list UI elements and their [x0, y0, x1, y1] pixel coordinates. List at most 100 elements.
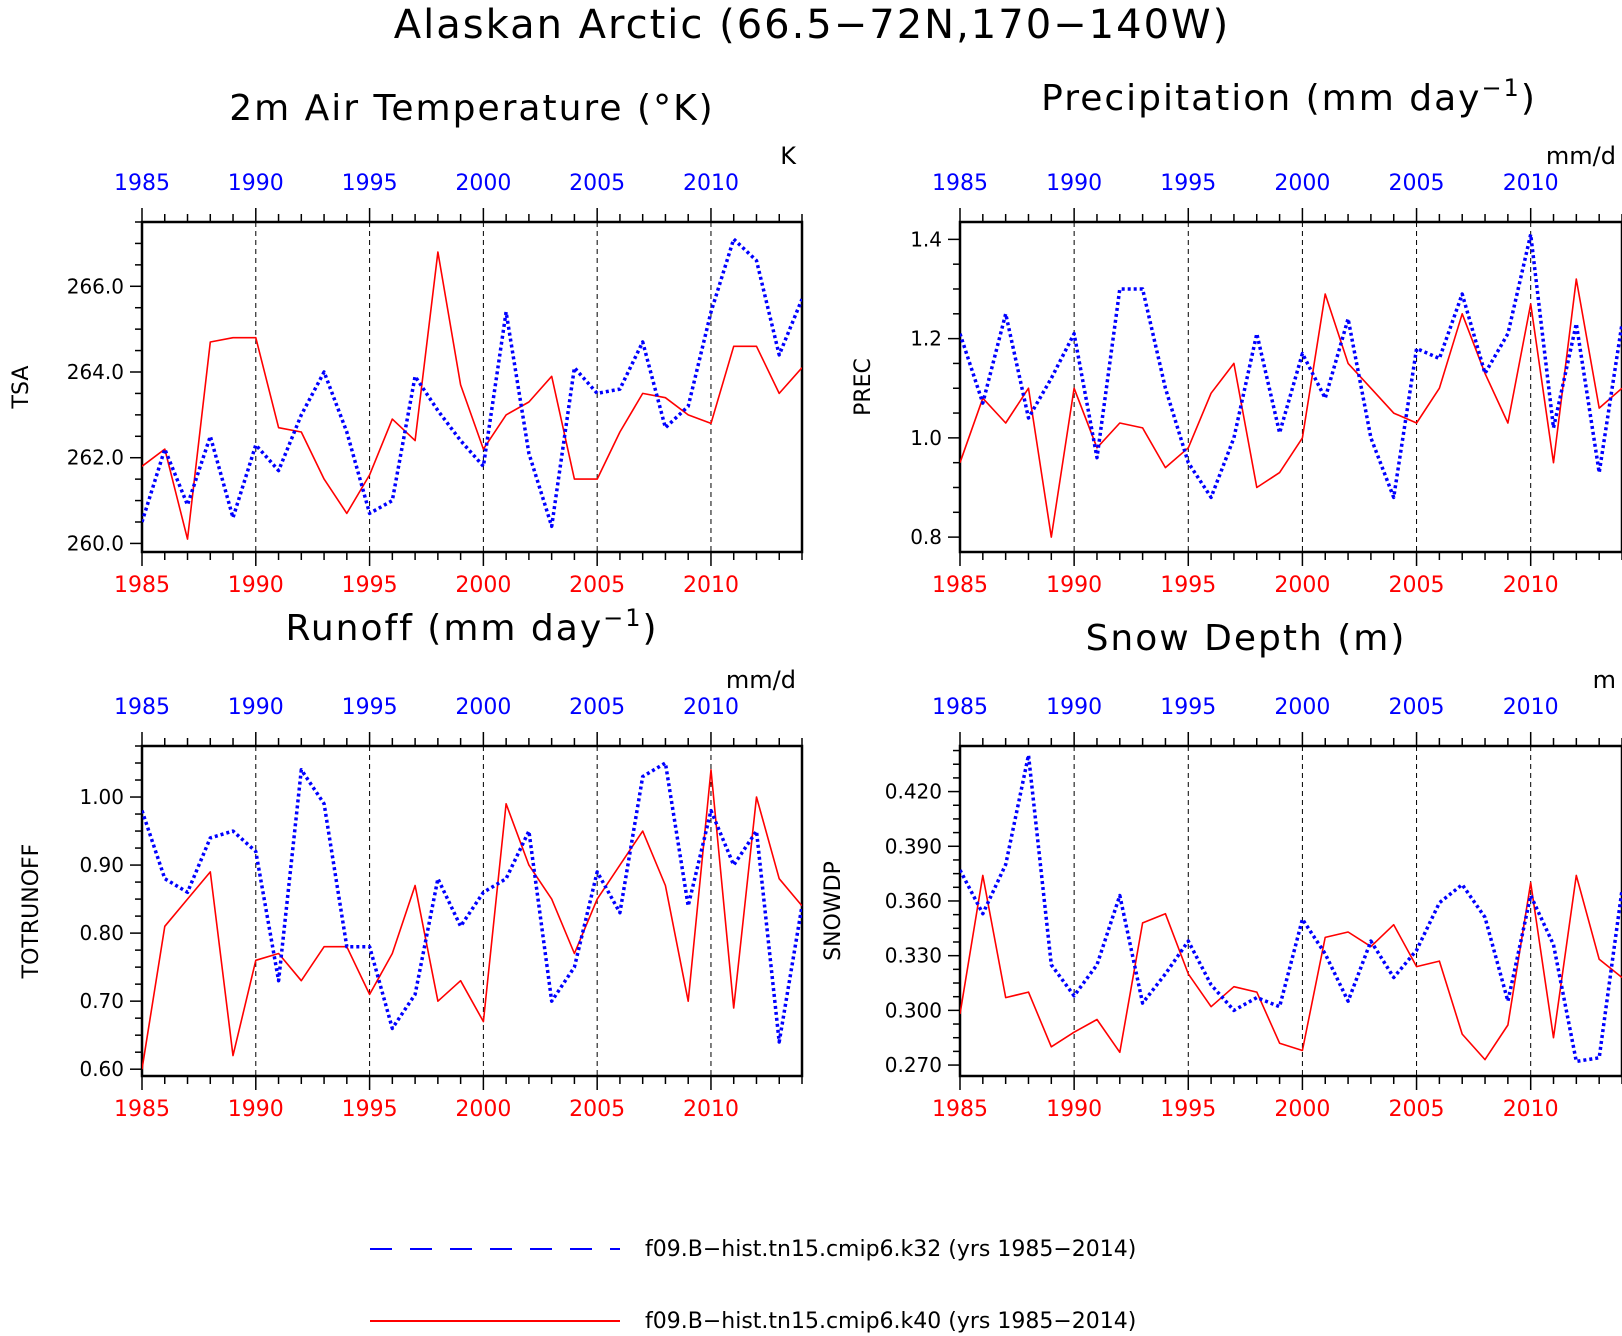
x-tick-label-top: 1985 [932, 171, 988, 196]
x-tick-label-bottom: 1995 [342, 1097, 398, 1122]
x-tick-label-bottom: 1995 [342, 573, 398, 598]
x-tick-label-bottom: 2000 [1274, 1097, 1330, 1122]
x-tick-label-bottom: 2005 [569, 573, 625, 598]
y-tick-label: 0.60 [79, 1057, 124, 1081]
x-tick-label-top: 2000 [1274, 695, 1330, 720]
y-axis-label-totrunoff: TOTRUNOFF [19, 844, 44, 980]
plot-frame-tsa [140, 220, 804, 554]
x-tick-label-bottom: 2005 [1389, 573, 1445, 598]
x-tick-label-bottom: 2010 [1503, 573, 1559, 598]
panel-title-snowdp: Snow Depth (m) [1086, 618, 1407, 659]
series-line-k32 [960, 753, 1622, 1064]
x-tick-label-bottom: 1985 [932, 1097, 988, 1122]
unit-label-snowdp: m [1593, 666, 1616, 694]
y-tick-label: 0.90 [79, 853, 124, 877]
series-line-k40 [960, 278, 1622, 538]
series-line-k40 [960, 874, 1622, 1061]
y-axis-label-tsa: TSA [9, 366, 34, 410]
x-tick-label-bottom: 2010 [1503, 1097, 1559, 1122]
x-tick-label-bottom: 2000 [455, 573, 511, 598]
unit-label-prec: mm/d [1546, 142, 1616, 170]
legend-label-k40: f09.B−hist.tn15.cmip6.k40 (yrs 1985−2014… [645, 1309, 1136, 1334]
x-tick-label-bottom: 2005 [1389, 1097, 1445, 1122]
panel-snowdp: Snow Depth (m) m 1985 1985 1990 1990 1995 1995 2… [821, 618, 1622, 1122]
x-tick-label-top: 1995 [1160, 695, 1216, 720]
x-tick-label-top: 2010 [1503, 171, 1559, 196]
x-tick-label-top: 1995 [342, 171, 398, 196]
y-tick-label: 1.0 [910, 426, 942, 450]
x-tick-label-top: 1985 [114, 171, 170, 196]
y-tick-label: 0.270 [885, 1053, 942, 1077]
x-tick-label-top: 2000 [455, 695, 511, 720]
y-tick-label: 1.4 [910, 227, 942, 251]
panel-totrunoff: Runoff (mm day−1) mm/d 1985 1985 1990 1990 199… [19, 604, 804, 1122]
x-tick-label-bottom: 2010 [683, 573, 739, 598]
y-tick-label: 1.2 [910, 327, 942, 351]
y-tick-label: 0.80 [79, 921, 124, 945]
legend-label-k32: f09.B−hist.tn15.cmip6.k32 (yrs 1985−2014… [645, 1237, 1136, 1262]
series-line-k40 [142, 251, 802, 540]
x-tick-label-top: 2010 [1503, 695, 1559, 720]
y-tick-label: 0.70 [79, 989, 124, 1013]
x-tick-label-top: 2000 [455, 171, 511, 196]
x-tick-label-top: 2005 [569, 695, 625, 720]
x-tick-label-top: 2005 [1389, 695, 1445, 720]
y-axis-label-snowdp: SNOWDP [821, 861, 846, 961]
x-tick-label-bottom: 2005 [569, 1097, 625, 1122]
panel-tsa: 2m Air Temperature (°K) K 1985 1985 1990 1990… [9, 88, 804, 598]
x-tick-label-top: 2010 [683, 171, 739, 196]
x-tick-label-top: 1990 [228, 695, 284, 720]
series-line-k40 [142, 768, 802, 1070]
y-tick-label: 266.0 [67, 274, 124, 298]
x-tick-label-top: 2005 [569, 171, 625, 196]
y-tick-label: 262.0 [67, 446, 124, 470]
y-tick-label: 0.420 [885, 780, 942, 804]
x-tick-label-bottom: 1995 [1160, 1097, 1216, 1122]
y-tick-label: 0.360 [885, 889, 942, 913]
x-tick-label-bottom: 1990 [228, 573, 284, 598]
x-tick-label-top: 1995 [1160, 171, 1216, 196]
plot-frame-totrunoff [140, 744, 804, 1078]
panel-prec: Precipitation (mm day−1) mm/d 1985 1985 1990… [851, 74, 1622, 598]
series-line-k32 [142, 237, 802, 529]
legend: f09.B−hist.tn15.cmip6.k32 (yrs 1985−2014… [370, 1237, 1136, 1334]
panel-title-tsa: 2m Air Temperature (°K) [229, 88, 714, 129]
x-tick-label-top: 2000 [1274, 171, 1330, 196]
y-tick-label: 0.8 [910, 525, 942, 549]
series-line-k32 [960, 232, 1622, 500]
x-tick-label-bottom: 1995 [1160, 573, 1216, 598]
series-line-k32 [142, 761, 802, 1044]
plot-frame-prec [958, 220, 1622, 554]
x-tick-label-bottom: 1985 [114, 1097, 170, 1122]
x-tick-label-bottom: 1985 [114, 573, 170, 598]
x-tick-label-bottom: 1990 [1046, 573, 1102, 598]
unit-label-totrunoff: mm/d [726, 666, 796, 694]
y-tick-label: 0.330 [885, 944, 942, 968]
x-tick-label-bottom: 2010 [683, 1097, 739, 1122]
x-tick-label-bottom: 1990 [1046, 1097, 1102, 1122]
y-tick-label: 260.0 [67, 531, 124, 555]
y-axis-label-prec: PREC [851, 358, 876, 416]
y-tick-label: 1.00 [79, 785, 124, 809]
x-tick-label-top: 1990 [1046, 695, 1102, 720]
panel-title-prec: Precipitation (mm day−1) [1041, 74, 1537, 119]
x-tick-label-bottom: 2000 [1274, 573, 1330, 598]
x-tick-label-top: 1990 [228, 171, 284, 196]
x-tick-label-top: 2005 [1389, 171, 1445, 196]
x-tick-label-top: 1985 [114, 695, 170, 720]
panel-title-totrunoff: Runoff (mm day−1) [285, 604, 658, 649]
x-tick-label-top: 2010 [683, 695, 739, 720]
unit-label-tsa: K [780, 142, 797, 170]
x-tick-label-bottom: 2000 [455, 1097, 511, 1122]
x-tick-label-bottom: 1985 [932, 573, 988, 598]
plot-frame-snowdp [958, 744, 1622, 1078]
x-tick-label-top: 1990 [1046, 171, 1102, 196]
figure-title: Alaskan Arctic (66.5−72N,170−140W) [394, 2, 1230, 48]
x-tick-label-bottom: 1990 [228, 1097, 284, 1122]
y-tick-label: 0.390 [885, 834, 942, 858]
x-tick-label-top: 1995 [342, 695, 398, 720]
x-tick-label-top: 1985 [932, 695, 988, 720]
y-tick-label: 264.0 [67, 360, 124, 384]
y-tick-label: 0.300 [885, 998, 942, 1022]
